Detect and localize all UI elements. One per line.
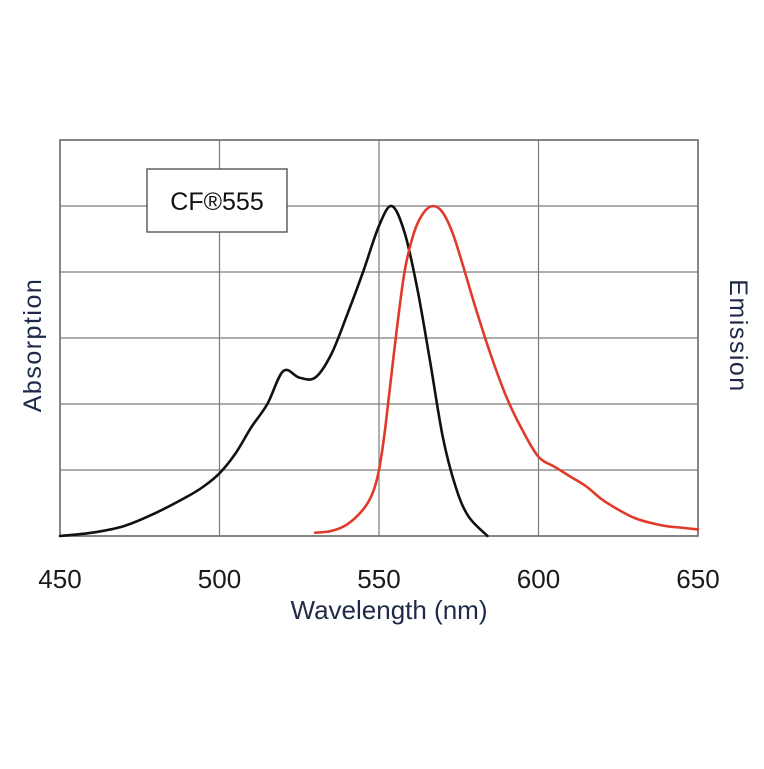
absorption-curve (58, 204, 489, 538)
plot-frame (59, 139, 699, 537)
series-layer (58, 204, 700, 538)
x-tick-label-4: 650 (676, 564, 719, 594)
emission-curve (313, 204, 700, 534)
right-axis-title: Emission (724, 279, 752, 392)
x-tick-label-2: 550 (357, 564, 400, 594)
annotation-box: CF®555 (146, 168, 288, 233)
x-tick-label-3: 600 (517, 564, 560, 594)
annotation-frame (146, 168, 288, 233)
annotation-label: CF®555 (170, 188, 263, 216)
x-axis-title: Wavelength (nm) (291, 595, 488, 625)
x-tick-labels: 450 500 550 600 650 (38, 564, 719, 594)
x-tick-label-0: 450 (38, 564, 81, 594)
left-axis-title: Absorption (19, 278, 47, 413)
x-tick-label-1: 500 (198, 564, 241, 594)
